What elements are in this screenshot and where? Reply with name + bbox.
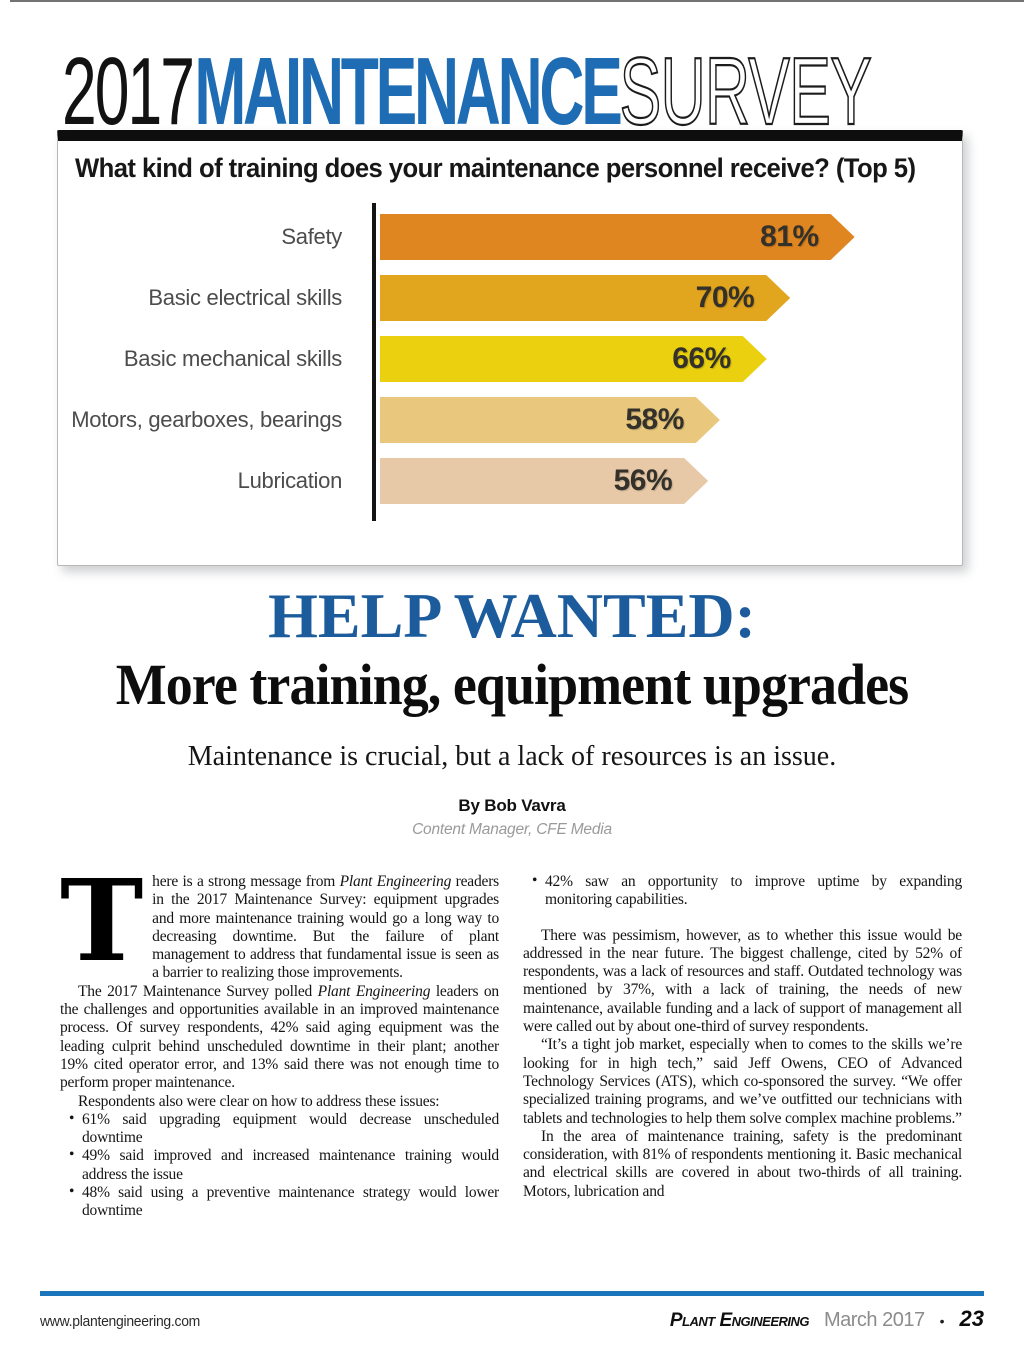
masthead-logo: 2017 MAINTENANCE SURVEY [62,38,873,145]
byline-role: Content Manager, CFE Media [412,821,612,838]
bar-value-label: 81% [760,220,819,253]
chart-rows: Safety 81% Basic electrical skills 70% Basic… [58,214,962,504]
survey-chart: What kind of training does your maintena… [57,130,963,566]
bar: 70% [380,275,790,321]
text-segment: In the area of maintenance training, saf… [523,1127,962,1200]
text-segment: here is a strong message from [152,873,340,890]
chart-row: Lubrication 56% [58,458,962,504]
bullet-glyph: • [69,1146,75,1164]
italic-text: Plant Engineering [317,982,431,1000]
bar-value-label: 66% [672,342,731,375]
bullet-glyph: • [532,872,538,889]
bar: 81% [380,214,855,260]
text-segment: leaders on the challenges and opportunit… [60,982,499,1092]
footer: www.plantengineering.com Plant Engineeri… [40,1306,984,1332]
paragraph: There was pessimism, however, as to whet… [523,927,962,1037]
page-top-edge [10,0,1024,2]
bar-category-label: Motors, gearboxes, bearings [71,407,342,432]
text-segment: “It’s a tight job market, especially whe… [523,1036,962,1127]
paragraph: “It’s a tight job market, especially whe… [523,1036,962,1127]
chart-row: Basic electrical skills 70% [58,275,962,321]
footer-magazine-info: Plant Engineering March 2017 • 23 [670,1306,984,1332]
bullet-item: • 48% said using a preventive maintenance… [60,1183,499,1221]
bar-value-label: 58% [625,403,684,436]
footer-separator-dot: • [939,1313,945,1329]
bullet-item: • 49% said improved and increased mainten… [60,1146,499,1184]
chart-axis-line [372,203,376,521]
footer-magazine-name: Plant Engineering [669,1310,810,1331]
masthead-maintenance: MAINTENANCE [194,38,623,145]
drop-cap: T [60,856,144,987]
bar-category-label: Lubrication [237,468,343,493]
text-segment: 42% saw an opportunity to improve uptime… [545,873,962,909]
bar-category-label: Basic mechanical skills [123,346,342,371]
bar-value-label: 56% [613,464,673,497]
footer-website: www.plantengineering.com [40,1313,201,1330]
chart-row: Motors, gearboxes, bearings 58% [58,397,962,443]
text-segment: The 2017 Maintenance Survey polled [78,982,318,1000]
article-subtitle: Maintenance is crucial, but a lack of re… [187,741,837,772]
chart-title: What kind of training does your maintena… [75,153,916,183]
bullet-item: • 61% said upgrading equipment would decr… [60,1109,499,1148]
text-segment: 61% said upgrading equipment would decre… [82,1110,499,1147]
bar-category-label: Safety [281,224,342,249]
bar: 58% [380,397,720,443]
bullet-item: • 42% saw an opportunity to improve uptim… [523,872,962,910]
chart-row: Basic mechanical skills 66% [58,336,962,382]
article-column-right: • 42% saw an opportunity to improve uptim… [523,872,962,1221]
text-segment: There was pessimism, however, as to whet… [523,926,962,1036]
italic-text: Plant Engineering [339,873,452,890]
paragraph: Respondents also were clear on how to ad… [60,1093,499,1111]
article-headline: More training, equipment upgrades [115,652,909,717]
bar: 66% [380,336,767,382]
kicker-headline: HELP WANTED: [268,580,756,651]
bar-value-label: 70% [695,281,755,314]
masthead-year: 2017 [62,38,195,145]
bar: 56% [380,458,708,504]
text-segment: Respondents also were clear on how to ad… [78,1092,440,1110]
paragraph: In the area of maintenance training, saf… [523,1128,962,1201]
bullet-glyph: • [69,1183,75,1201]
bullet-glyph: • [69,1109,75,1127]
footer-page-number: 23 [959,1306,984,1331]
paragraph: The 2017 Maintenance Survey polled Plant… [60,983,499,1093]
text-segment: 49% said improved and increased maintena… [82,1147,499,1183]
footer-rule [40,1291,984,1296]
chart-row: Safety 81% [58,214,962,260]
text-segment: 48% said using a preventive maintenance … [82,1184,499,1220]
masthead-survey: SURVEY [619,38,873,145]
byline: By Bob Vavra [458,796,566,815]
footer-issue-date: March 2017 [823,1309,925,1331]
bar-category-label: Basic electrical skills [148,285,342,310]
text-segment: readers in the 2017 Maintenance Survey: … [152,873,499,982]
